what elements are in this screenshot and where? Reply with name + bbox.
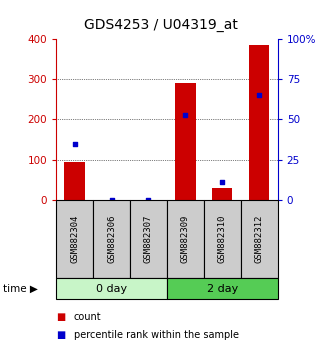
Point (183, 112, 188, 118)
Point (220, 179, 225, 185)
Point (146, 197, 151, 203)
Bar (212, 188, 232, 200)
Point (256, 92, 262, 98)
Text: GSM882304: GSM882304 (70, 215, 79, 263)
Text: GSM882310: GSM882310 (218, 215, 227, 263)
Text: GDS4253 / U04319_at: GDS4253 / U04319_at (83, 18, 238, 32)
Text: percentile rank within the sample: percentile rank within the sample (74, 330, 239, 339)
Text: 2 day: 2 day (207, 284, 238, 293)
Text: GSM882306: GSM882306 (107, 215, 116, 263)
Text: time ▶: time ▶ (3, 284, 38, 293)
Bar (65, 162, 85, 200)
Bar (175, 83, 195, 200)
Text: count: count (74, 312, 101, 322)
Point (109, 197, 114, 203)
Text: ■: ■ (56, 330, 65, 339)
Point (72, 141, 77, 147)
Text: 0 day: 0 day (96, 284, 127, 293)
Text: ■: ■ (56, 312, 65, 322)
Text: GSM882312: GSM882312 (255, 215, 264, 263)
Text: GSM882307: GSM882307 (144, 215, 153, 263)
Bar (249, 45, 269, 200)
Text: GSM882309: GSM882309 (181, 215, 190, 263)
